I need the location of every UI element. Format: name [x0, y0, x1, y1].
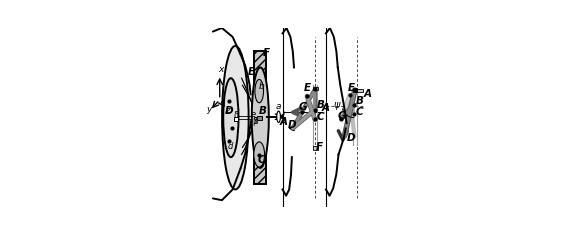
- Text: A: A: [322, 103, 330, 113]
- Text: F: F: [316, 142, 323, 152]
- Ellipse shape: [277, 111, 280, 123]
- Text: a: a: [276, 103, 281, 111]
- Bar: [357, 89, 362, 92]
- Polygon shape: [254, 51, 266, 184]
- Ellipse shape: [222, 46, 249, 189]
- Text: B: B: [317, 100, 324, 110]
- Bar: [257, 116, 262, 120]
- Text: C: C: [356, 107, 363, 117]
- Text: ψ: ψ: [334, 100, 340, 110]
- Ellipse shape: [255, 79, 263, 103]
- Text: E: E: [248, 67, 255, 77]
- Text: d: d: [227, 141, 233, 151]
- Text: C: C: [258, 155, 265, 165]
- Text: B: B: [356, 96, 363, 106]
- Text: β: β: [252, 117, 258, 127]
- Text: A: A: [280, 117, 288, 127]
- Bar: [313, 146, 318, 150]
- Text: D: D: [225, 106, 234, 116]
- Text: y: y: [206, 105, 211, 114]
- Bar: [234, 116, 238, 120]
- Text: D: D: [346, 133, 355, 143]
- Text: B: B: [259, 106, 267, 116]
- Text: δ: δ: [233, 111, 238, 120]
- Text: C: C: [317, 112, 324, 122]
- Ellipse shape: [252, 67, 269, 168]
- Text: F: F: [263, 48, 270, 58]
- Text: x: x: [218, 65, 223, 74]
- Text: A: A: [364, 89, 372, 99]
- Text: G: G: [338, 111, 346, 121]
- Text: E: E: [347, 83, 354, 93]
- Bar: [254, 116, 256, 120]
- Text: e: e: [251, 110, 256, 119]
- Ellipse shape: [254, 142, 264, 167]
- Ellipse shape: [223, 78, 238, 157]
- Text: E: E: [304, 83, 311, 93]
- Bar: [255, 121, 257, 123]
- Bar: [353, 88, 357, 92]
- Text: G: G: [298, 102, 307, 112]
- Text: b: b: [259, 82, 264, 91]
- Bar: [313, 87, 318, 90]
- Text: z: z: [224, 106, 229, 115]
- Text: D: D: [288, 120, 297, 130]
